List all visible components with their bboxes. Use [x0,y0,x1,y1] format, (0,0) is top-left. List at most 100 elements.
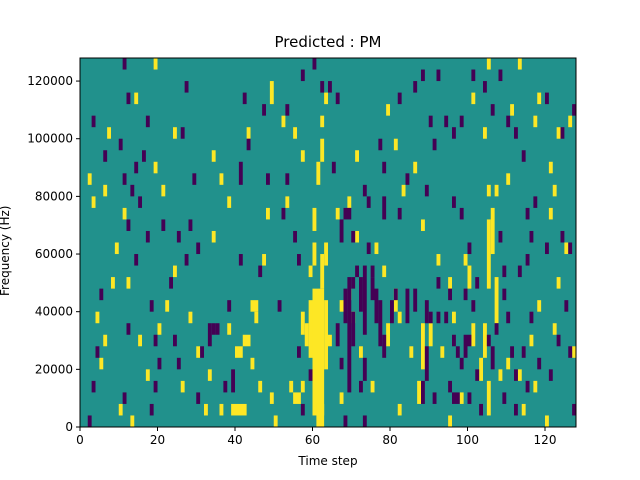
heatmap-cell-high [153,161,158,174]
heatmap-cell-low [529,230,534,243]
heatmap-cell-low [525,207,530,220]
heatmap-cell-high [386,104,391,116]
heatmap-cell-high [537,300,542,312]
heatmap-cell-low [421,380,425,404]
heatmap-cell-low [463,334,468,358]
heatmap-cell-low [502,288,507,301]
heatmap-cell-low [545,242,549,255]
heatmap-cell-high [490,207,495,255]
heatmap-cell-high [564,242,569,255]
heatmap-cell-high [262,254,267,266]
heatmap-cell-low [99,288,104,301]
heatmap-cell-high [204,403,208,416]
heatmap-cell-low [138,196,143,208]
heatmap-cell-high [273,415,278,427]
heatmap-cell-high [304,323,309,347]
heatmap-cell-low [424,300,429,324]
heatmap-cell-low [448,380,453,393]
heatmap-cell-low [134,254,139,266]
heatmap-cell-high [548,207,553,220]
heatmap-cell-high [328,334,332,347]
heatmap-cell-high [498,369,503,381]
heatmap-cell-high [370,380,375,393]
heatmap-cell-low [382,196,387,220]
heatmap-cell-high [312,288,325,416]
heatmap-cell-high [134,92,139,105]
heatmap-cell-low [370,265,375,278]
heatmap-cell-high [312,207,317,231]
heatmap-cell-high [95,311,100,324]
heatmap-cell-low [281,207,286,220]
heatmap-cell-high [157,323,162,335]
heatmap-cell-high [188,311,193,324]
heatmap-cell-low [262,104,267,116]
heatmap-cell-low [444,115,449,128]
heatmap-cell-high [552,184,557,197]
heatmap-cell-low [242,92,247,105]
heatmap-cell-high [300,380,305,393]
heatmap-cell-high [126,277,131,289]
heatmap-cell-low [293,230,298,243]
heatmap-cell-low [455,346,460,358]
heatmap-cell-high [87,173,92,185]
heatmap-cell-low [266,173,270,185]
heatmap-cell-low [502,392,507,404]
heatmap-cell-high [517,58,522,70]
heatmap-cell-low [184,254,189,266]
heatmap-cell-high [545,415,549,427]
x-tick-label: 40 [227,433,242,447]
heatmap-cell-high [122,207,127,220]
heatmap-cell-high [386,323,391,347]
heatmap-cell-high [99,357,104,370]
heatmap-cell-high [355,150,360,162]
heatmap-cell-high [393,138,398,151]
heatmap-cell-high [494,184,499,197]
heatmap-cell-low [517,265,522,278]
heatmap-cell-low [339,219,344,243]
heatmap-cell-low [506,115,511,128]
heatmap-cell-low [459,115,464,128]
heatmap-cell-low [362,184,367,197]
heatmap-cell-low [436,69,441,82]
heatmap-cell-high [494,277,499,324]
heatmap-cell-low [211,323,216,335]
heatmap-cell-high [242,334,251,347]
heatmap-cell-low [142,150,146,162]
heatmap-cell-low [393,288,398,301]
y-tick-label: 120000 [27,74,73,88]
heatmap-cell-low [483,81,487,93]
heatmap-cell-high [173,127,177,139]
heatmap-cell-high [521,403,526,416]
heatmap-cell-low [351,311,356,347]
heatmap-cell-low [471,69,476,82]
x-tick-label: 60 [305,433,320,447]
heatmap-cell-high [339,300,344,312]
heatmap-cell-low [405,173,410,185]
heatmap-cell-low [475,277,480,289]
heatmap-cell-low [572,104,577,116]
heatmap-cell-high [401,184,406,197]
heatmap-cell-low [188,219,193,231]
heatmap-cell-high [397,311,402,324]
heatmap-cell-high [448,415,453,427]
heatmap-cell-low [366,242,371,255]
x-tick-label: 100 [456,433,479,447]
heatmap-cell-high [486,58,491,70]
heatmap-cell-low [103,150,108,162]
heatmap-cell-high [196,346,201,358]
heatmap-cell-low [560,127,565,139]
heatmap-cell-high [320,254,325,289]
heatmap-cell-high [231,403,236,416]
heatmap-cell-high [548,161,553,174]
heatmap-cell-low [122,173,127,185]
heatmap-cell-low [351,230,356,243]
plot-frame [79,57,577,428]
heatmap-cell-high [397,403,402,416]
heatmap-cell-low [448,288,453,301]
heatmap-cell-low [366,196,371,208]
heatmap-cell-low [514,403,518,416]
heatmap-cell-low [459,207,464,220]
heatmap-cell-high [320,115,325,128]
heatmap-cell-high [300,311,305,335]
heatmap-cell-low [545,92,549,105]
